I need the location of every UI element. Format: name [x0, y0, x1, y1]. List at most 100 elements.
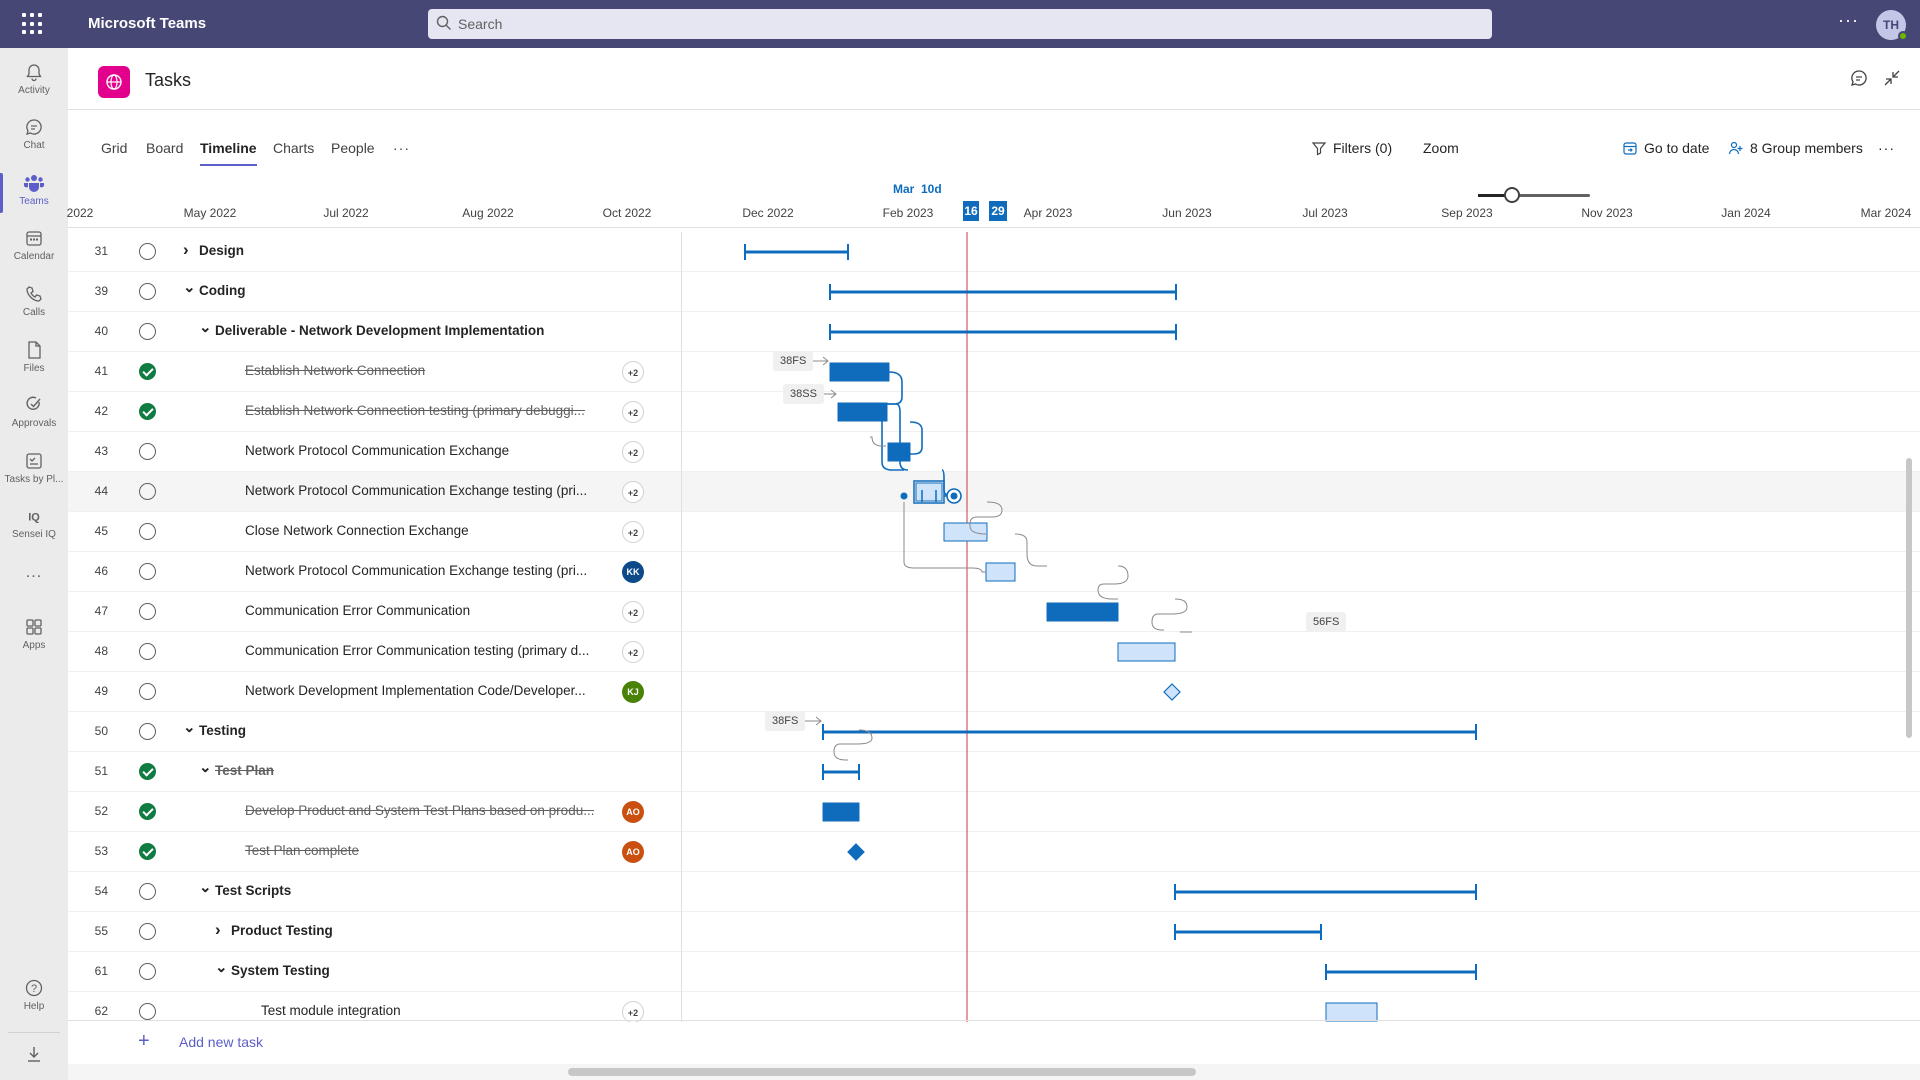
task-bar[interactable]: [1325, 1002, 1378, 1022]
task-row[interactable]: 48 Communication Error Communication test…: [68, 632, 1920, 672]
search-input[interactable]: [458, 9, 1358, 39]
assignee-overflow[interactable]: +2: [622, 361, 644, 383]
task-row[interactable]: 49 Network Development Implementation Cod…: [68, 672, 1920, 712]
task-bar[interactable]: [837, 402, 888, 422]
bucket-name[interactable]: System Testing: [231, 963, 330, 978]
task-name[interactable]: Establish Network Connection testing (pr…: [245, 403, 585, 418]
completed-checkbox[interactable]: [139, 763, 156, 780]
chevron-down-icon[interactable]: ⌄: [215, 959, 228, 976]
dependency-label[interactable]: 38SS: [783, 384, 824, 404]
chevron-down-icon[interactable]: ⌄: [199, 319, 212, 336]
task-row[interactable]: 42 Establish Network Connection testing (…: [68, 392, 1920, 432]
milestone-diamond[interactable]: [1163, 683, 1181, 701]
task-row[interactable]: 41 Establish Network Connection +2: [68, 352, 1920, 392]
tab-grid[interactable]: Grid: [101, 140, 128, 156]
assignee-overflow[interactable]: +2: [622, 641, 644, 663]
rail-apps[interactable]: Apps: [0, 611, 68, 663]
minimize-icon[interactable]: [1883, 69, 1901, 87]
tab-people[interactable]: People: [331, 140, 375, 156]
group-members-button[interactable]: 8 Group members: [1728, 138, 1863, 158]
complete-checkbox[interactable]: [139, 563, 156, 580]
complete-checkbox[interactable]: [139, 643, 156, 660]
complete-checkbox[interactable]: [139, 603, 156, 620]
bucket-name[interactable]: Coding: [199, 283, 246, 298]
complete-checkbox[interactable]: [139, 1003, 156, 1020]
complete-checkbox[interactable]: [139, 683, 156, 700]
assignee-overflow[interactable]: +2: [622, 601, 644, 623]
connector-handle[interactable]: [900, 492, 908, 500]
complete-checkbox[interactable]: [139, 883, 156, 900]
task-row[interactable]: 47 Communication Error Communication +2: [68, 592, 1920, 632]
task-row[interactable]: 44 Network Protocol Communication Exchang…: [68, 472, 1920, 512]
toolbar-more-icon[interactable]: ···: [1878, 140, 1895, 156]
assignee-overflow[interactable]: +2: [622, 401, 644, 423]
complete-checkbox[interactable]: [139, 243, 156, 260]
dependency-label[interactable]: 38FS: [765, 711, 806, 731]
task-bar[interactable]: [943, 522, 988, 542]
completed-checkbox[interactable]: [139, 403, 156, 420]
complete-checkbox[interactable]: [139, 443, 156, 460]
task-bar[interactable]: [985, 562, 1016, 582]
rail-files[interactable]: Files: [0, 334, 68, 386]
more-options-icon[interactable]: ···: [1838, 10, 1859, 30]
assignee-overflow[interactable]: +2: [622, 1001, 644, 1022]
tab-more-icon[interactable]: ···: [393, 140, 410, 156]
chevron-down-icon[interactable]: ⌄: [199, 759, 212, 776]
pane-splitter[interactable]: [681, 232, 682, 1022]
task-name[interactable]: Network Protocol Communication Exchange …: [245, 483, 588, 498]
completed-checkbox[interactable]: [139, 363, 156, 380]
task-name[interactable]: Close Network Connection Exchange: [245, 523, 469, 538]
search-box[interactable]: [428, 9, 1492, 39]
bucket-name[interactable]: Design: [199, 243, 245, 258]
bucket-row[interactable]: 55 › Product Testing: [68, 912, 1920, 952]
task-name[interactable]: Communication Error Communication: [245, 603, 471, 618]
tab-timeline[interactable]: Timeline: [200, 138, 257, 174]
chevron-down-icon[interactable]: ⌄: [183, 719, 196, 736]
task-row[interactable]: 53 Test Plan complete AO: [68, 832, 1920, 872]
task-row[interactable]: 52 Develop Product and System Test Plans …: [68, 792, 1920, 832]
add-task-row[interactable]: + Add new task: [68, 1022, 682, 1064]
task-name[interactable]: Test module integration: [261, 1003, 401, 1018]
connector-handle[interactable]: [950, 492, 958, 500]
assignee-overflow[interactable]: +2: [622, 441, 644, 463]
add-task-button[interactable]: Add new task: [179, 1034, 264, 1050]
rail-help[interactable]: ? Help: [0, 972, 68, 1024]
bucket-row[interactable]: 51 ⌄ Test Plan: [68, 752, 1920, 792]
app-launcher-icon[interactable]: [22, 13, 44, 35]
vertical-scroll-thumb[interactable]: [1906, 458, 1912, 738]
tab-charts[interactable]: Charts: [273, 140, 315, 156]
rail-activity[interactable]: Activity: [0, 56, 68, 108]
complete-checkbox[interactable]: [139, 483, 156, 500]
complete-checkbox[interactable]: [139, 323, 156, 340]
assignee-overflow[interactable]: +2: [622, 521, 644, 543]
assignee-avatar[interactable]: KK: [622, 561, 644, 583]
complete-checkbox[interactable]: [139, 923, 156, 940]
bucket-name[interactable]: Test Scripts: [215, 883, 292, 898]
task-name[interactable]: Network Protocol Communication Exchange: [245, 443, 510, 458]
assignee-overflow[interactable]: +2: [622, 481, 644, 503]
task-bar[interactable]: [887, 442, 911, 462]
assignee-avatar[interactable]: AO: [622, 801, 644, 823]
bucket-name[interactable]: Test Plan: [215, 763, 275, 778]
completed-checkbox[interactable]: [139, 803, 156, 820]
zoom-slider-thumb[interactable]: [1503, 187, 1520, 203]
bucket-row[interactable]: 39 ⌄ Coding: [68, 272, 1920, 312]
rail-approvals[interactable]: Approvals: [0, 389, 68, 441]
task-name[interactable]: Develop Product and System Test Plans ba…: [245, 803, 595, 818]
dependency-label[interactable]: 38FS: [773, 351, 814, 371]
task-row[interactable]: 62 Test module integration +2: [68, 992, 1920, 1022]
dependency-label[interactable]: 56FS: [1306, 612, 1347, 632]
bucket-row[interactable]: 54 ⌄ Test Scripts: [68, 872, 1920, 912]
rail-sensei-iq[interactable]: IQ Sensei IQ: [0, 500, 68, 552]
rail-calls[interactable]: Calls: [0, 278, 68, 330]
task-bar[interactable]: [829, 362, 890, 382]
rail-more-apps[interactable]: ...: [0, 556, 68, 608]
user-avatar[interactable]: TH: [1876, 10, 1908, 41]
rail-calendar[interactable]: Calendar: [0, 222, 68, 274]
milestone-diamond[interactable]: [847, 843, 865, 861]
complete-checkbox[interactable]: [139, 283, 156, 300]
bucket-name[interactable]: Testing: [199, 723, 246, 738]
task-bar[interactable]: [822, 802, 860, 822]
task-name[interactable]: Network Protocol Communication Exchange …: [245, 563, 588, 578]
bucket-row[interactable]: 61 ⌄ System Testing: [68, 952, 1920, 992]
